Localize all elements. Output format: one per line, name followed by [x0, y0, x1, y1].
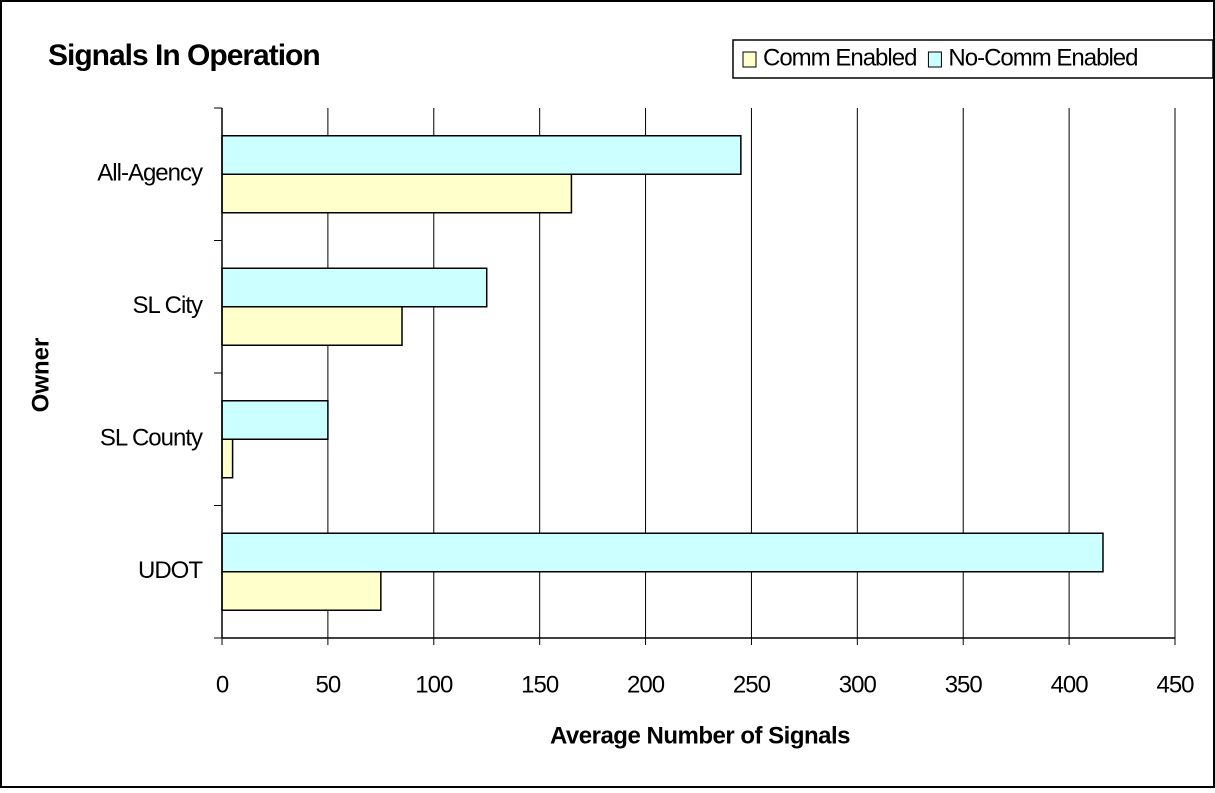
- y-tick-label: SL City: [133, 292, 203, 319]
- y-tick-label: SL County: [100, 425, 203, 452]
- bar: [221, 532, 1104, 573]
- bar: [221, 306, 403, 346]
- legend-label: No-Comm Enabled: [948, 44, 1137, 71]
- legend-swatch: [742, 51, 757, 68]
- chart-title: Signals In Operation: [48, 39, 320, 72]
- bar: [221, 173, 573, 214]
- bar: [221, 400, 329, 440]
- x-tick-label: 0: [216, 671, 229, 698]
- x-tick-label: 300: [839, 671, 877, 698]
- legend-label: Comm Enabled: [763, 44, 916, 71]
- x-tick-label: 100: [415, 671, 453, 698]
- x-axis-title: Average Number of Signals: [550, 722, 850, 749]
- x-tick-label: 350: [945, 671, 983, 698]
- bar: [221, 438, 234, 479]
- x-tick-label: 400: [1051, 671, 1089, 698]
- x-tick-label: 250: [733, 671, 771, 698]
- x-tick-label: 50: [316, 671, 341, 698]
- x-tick-label: 450: [1156, 671, 1194, 698]
- legend-swatch: [927, 51, 942, 68]
- y-tick-label: All-Agency: [97, 160, 203, 187]
- x-tick-label: 200: [627, 671, 665, 698]
- bar: [221, 267, 488, 308]
- legend-box: [732, 39, 1214, 79]
- bar: [221, 571, 382, 611]
- y-axis-title: Owner: [27, 338, 54, 413]
- y-tick-label: UDOT: [138, 557, 203, 584]
- bar: [221, 135, 742, 175]
- x-tick-label: 150: [521, 671, 559, 698]
